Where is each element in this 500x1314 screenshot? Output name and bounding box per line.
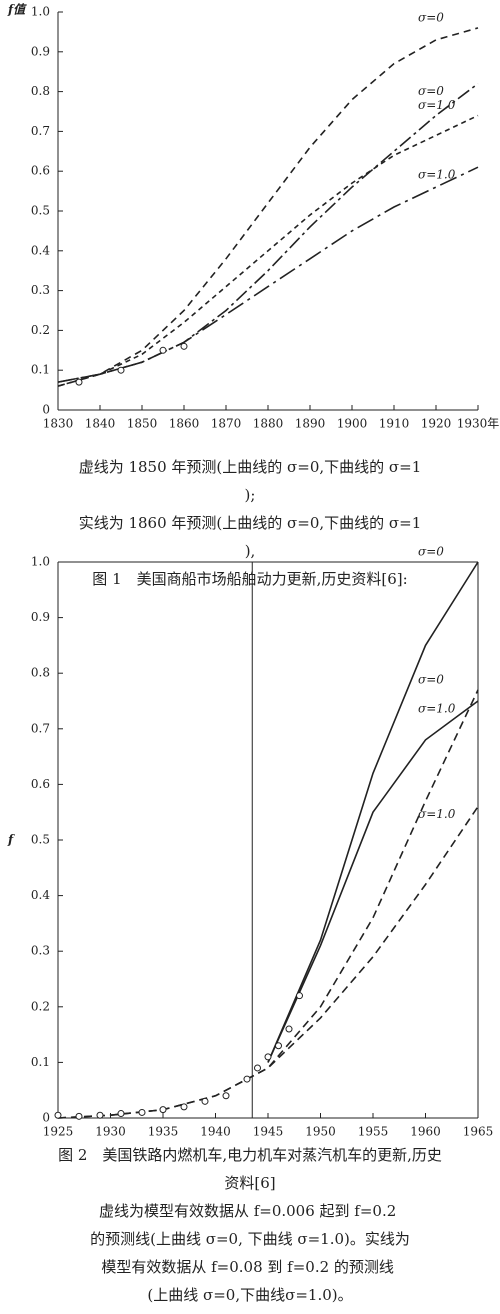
y-axis-label: f值	[7, 3, 27, 17]
series-label: σ=0	[418, 10, 444, 24]
y-tick-label: 0.2	[31, 999, 50, 1013]
y-tick-label: 0.8	[31, 666, 50, 680]
data-point	[138, 1108, 146, 1116]
series-line	[57, 114, 479, 387]
y-axis-label: f	[7, 833, 15, 847]
x-tick-label: 1880	[253, 417, 284, 431]
data-point	[264, 1053, 272, 1061]
x-tick-label: 1830	[43, 417, 74, 431]
data-point	[180, 1103, 188, 1111]
x-tick-label: 1935	[148, 1125, 179, 1139]
caption-line: 虚线为 1850 年预测(上曲线的 σ=0,下曲线的 σ=1);	[79, 458, 422, 504]
y-tick-label: 0.7	[31, 721, 50, 735]
x-tick-label: 1840	[85, 417, 116, 431]
x-tick-label: 1940	[200, 1125, 231, 1139]
data-point	[180, 342, 188, 350]
caption-line: 图 2 美国铁路内燃机车,电力机车对蒸汽机车的更新,历史资料[6]	[58, 1146, 442, 1192]
x-tick-label: 1920	[421, 417, 452, 431]
series-label: σ=1.0	[418, 168, 456, 182]
series-line	[57, 82, 479, 383]
x-tick-label: 1930年	[457, 417, 500, 431]
y-tick-label: 0	[42, 403, 50, 417]
y-tick-label: 0.9	[31, 610, 50, 624]
y-tick-label: 0.9	[31, 44, 50, 58]
series-line	[267, 700, 479, 1063]
y-tick-label: 0.2	[31, 323, 50, 337]
data-point	[75, 1112, 83, 1120]
series-label: σ=1.0	[418, 98, 456, 112]
y-tick-label: 0.1	[31, 363, 50, 377]
y-tick-label: 0.6	[31, 164, 50, 178]
x-tick-label: 1930	[95, 1125, 126, 1139]
series-line	[57, 27, 479, 387]
data-point	[159, 1106, 167, 1114]
data-point	[285, 1025, 293, 1033]
data-point	[54, 1111, 62, 1119]
data-point	[96, 1111, 104, 1119]
data-point	[254, 1064, 261, 1072]
x-tick-label: 1945	[253, 1125, 284, 1139]
x-tick-label: 1965	[463, 1125, 494, 1139]
data-point	[296, 992, 303, 1000]
y-tick-label: 0.4	[31, 888, 50, 902]
data-point	[117, 366, 125, 374]
series-label: σ=0	[418, 672, 444, 686]
series-line	[57, 806, 479, 1119]
y-tick-label: 0.1	[31, 1055, 50, 1069]
series-line	[267, 561, 479, 1063]
y-tick-label: 0.7	[31, 124, 50, 138]
y-tick-label: 0.8	[31, 84, 50, 98]
series-label: σ=0	[418, 545, 444, 559]
x-tick-label: 1850	[127, 417, 158, 431]
x-tick-label: 1860	[169, 417, 200, 431]
series-line	[57, 166, 479, 383]
data-point	[159, 346, 167, 354]
series-label: σ=0	[418, 84, 444, 98]
data-point	[201, 1097, 209, 1105]
y-tick-label: 0	[42, 1111, 50, 1125]
y-tick-label: 0.3	[31, 944, 50, 958]
data-point	[243, 1075, 251, 1083]
caption-line: 虚线为模型有效数据从 f=0.006 起到 f=0.2 的预测线(上曲线 σ=0…	[90, 1202, 410, 1304]
caption-line: 实线为 1860 年预测(上曲线的 σ=0,下曲线的 σ=1),	[79, 514, 422, 560]
data-point	[117, 1110, 125, 1118]
x-tick-label: 1960	[410, 1125, 441, 1139]
x-tick-label: 1955	[358, 1125, 389, 1139]
x-tick-label: 1900	[337, 417, 368, 431]
y-tick-label: 0.4	[31, 243, 50, 257]
series-label: σ=1.0	[418, 807, 456, 821]
y-tick-label: 1.0	[31, 5, 50, 19]
data-point	[275, 1042, 282, 1050]
y-tick-label: 0.5	[31, 204, 50, 218]
y-tick-label: 1.0	[31, 555, 50, 569]
x-tick-label: 1870	[211, 417, 242, 431]
x-tick-label: 1925	[43, 1125, 74, 1139]
caption-line: 图 1 美国商船市场船舶动力更新,历史资料[6]:	[92, 570, 407, 588]
x-tick-label: 1890	[295, 417, 326, 431]
data-point	[222, 1092, 230, 1100]
data-point	[75, 378, 83, 386]
y-tick-label: 0.3	[31, 283, 50, 297]
x-tick-label: 1910	[379, 417, 410, 431]
y-tick-label: 0.5	[31, 833, 50, 847]
series-label: σ=1.0	[418, 702, 456, 716]
y-tick-label: 0.6	[31, 777, 50, 791]
x-tick-label: 1950	[305, 1125, 336, 1139]
